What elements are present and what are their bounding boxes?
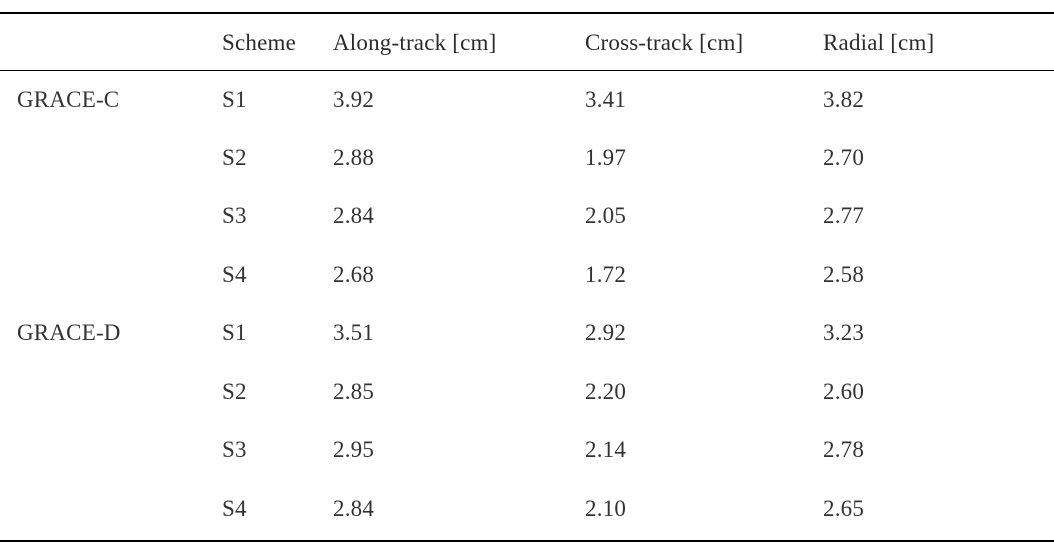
scheme-cell: S1 (222, 320, 247, 345)
table-row: S2 2.88 1.97 2.70 (0, 129, 1054, 187)
cross-track-cell: 2.92 (585, 320, 627, 345)
along-track-cell: 3.51 (333, 320, 375, 345)
header-along-track: Along-track [cm] (333, 30, 497, 55)
along-track-cell: 2.84 (333, 496, 375, 521)
radial-cell: 2.65 (823, 496, 865, 521)
along-track-cell: 2.84 (333, 203, 375, 228)
header-radial: Radial [cm] (823, 30, 935, 55)
satellite-cell: GRACE-C (17, 87, 120, 112)
cross-track-cell: 2.20 (585, 379, 627, 404)
cross-track-cell: 2.05 (585, 203, 627, 228)
radial-cell: 2.70 (823, 145, 865, 170)
table-row: GRACE-C S1 3.92 3.41 3.82 (0, 71, 1054, 129)
scheme-cell: S3 (222, 203, 247, 228)
radial-cell: 3.23 (823, 320, 865, 345)
radial-cell: 2.77 (823, 203, 865, 228)
table-row: S3 2.84 2.05 2.77 (0, 187, 1054, 245)
radial-cell: 2.78 (823, 437, 865, 462)
along-track-cell: 3.92 (333, 87, 375, 112)
table-row: S2 2.85 2.20 2.60 (0, 363, 1054, 421)
table-header-row: Scheme Along-track [cm] Cross-track [cm]… (0, 14, 1054, 72)
scheme-cell: S2 (222, 379, 247, 404)
scheme-cell: S4 (222, 496, 247, 521)
bottom-rule (0, 540, 1054, 542)
radial-cell: 3.82 (823, 87, 865, 112)
cross-track-cell: 2.10 (585, 496, 627, 521)
scheme-cell: S2 (222, 145, 247, 170)
cross-track-cell: 2.14 (585, 437, 627, 462)
along-track-cell: 2.85 (333, 379, 375, 404)
table-row: S4 2.84 2.10 2.65 (0, 480, 1054, 538)
along-track-cell: 2.68 (333, 262, 375, 287)
radial-cell: 2.60 (823, 379, 865, 404)
table-row: S3 2.95 2.14 2.78 (0, 421, 1054, 479)
header-scheme: Scheme (222, 30, 297, 55)
top-rule (0, 12, 1054, 14)
table-row: GRACE-D S1 3.51 2.92 3.23 (0, 304, 1054, 362)
scheme-cell: S4 (222, 262, 247, 287)
satellite-cell: GRACE-D (17, 320, 121, 345)
along-track-cell: 2.88 (333, 145, 375, 170)
header-rule (0, 70, 1054, 71)
radial-cell: 2.58 (823, 262, 865, 287)
cross-track-cell: 1.72 (585, 262, 627, 287)
scheme-cell: S3 (222, 437, 247, 462)
scheme-cell: S1 (222, 87, 247, 112)
cross-track-cell: 1.97 (585, 145, 627, 170)
header-cross-track: Cross-track [cm] (585, 30, 744, 55)
along-track-cell: 2.95 (333, 437, 375, 462)
cross-track-cell: 3.41 (585, 87, 627, 112)
table-row: S4 2.68 1.72 2.58 (0, 246, 1054, 304)
